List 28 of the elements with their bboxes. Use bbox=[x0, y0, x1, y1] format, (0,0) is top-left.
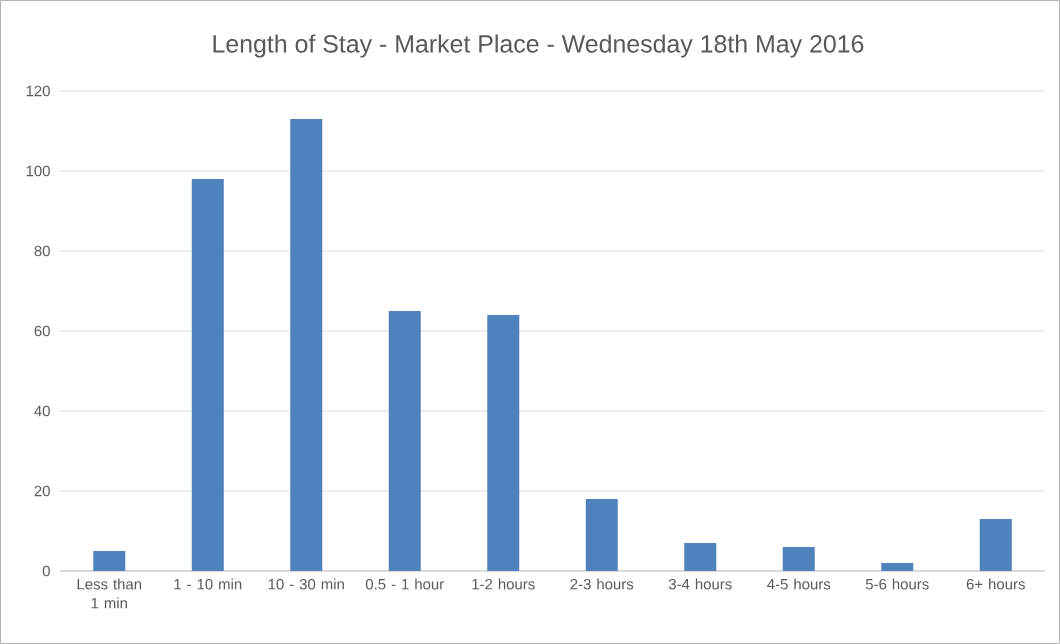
bar bbox=[191, 178, 224, 571]
y-tick-label: 60 bbox=[34, 325, 50, 337]
x-tick-label: 4-5 hours bbox=[767, 578, 831, 590]
chart-title: Length of Stay - Market Place - Wednesday 18th May 2016 bbox=[213, 34, 864, 58]
bar bbox=[388, 310, 421, 571]
x-tick-label: 1 - 10 min bbox=[174, 578, 242, 590]
bar bbox=[979, 518, 1012, 571]
x-tick-label: 5-6 hours bbox=[865, 578, 929, 590]
bar bbox=[487, 314, 520, 571]
bar bbox=[290, 118, 323, 571]
y-tick-label: 40 bbox=[34, 405, 50, 417]
y-tick-label: 20 bbox=[34, 485, 50, 497]
x-tick-label: 1-2 hours bbox=[472, 578, 535, 590]
y-tick-label: 120 bbox=[26, 85, 50, 97]
x-tick-label: Less than 1 min bbox=[77, 578, 142, 609]
bar bbox=[93, 550, 126, 571]
y-tick-label: 0 bbox=[42, 565, 50, 577]
bar bbox=[782, 546, 815, 571]
x-tick-label: 3-4 hours bbox=[668, 578, 732, 590]
bar bbox=[684, 542, 717, 571]
x-tick-label: 2-3 hours bbox=[570, 578, 634, 590]
bar bbox=[585, 498, 618, 571]
y-tick-label: 80 bbox=[34, 245, 50, 257]
y-tick-label: 100 bbox=[26, 165, 50, 177]
bar bbox=[881, 562, 914, 571]
x-tick-label: 0.5 - 1 hour bbox=[365, 578, 444, 590]
x-tick-label: 10 - 30 min bbox=[268, 578, 344, 590]
x-tick-label: 6+ hours bbox=[966, 578, 1025, 590]
